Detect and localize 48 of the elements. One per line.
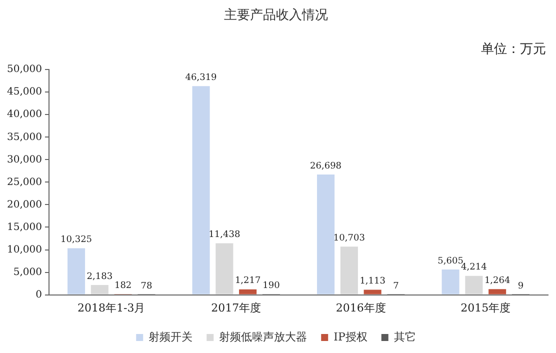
x-tick-label: 2015年度 — [460, 301, 511, 314]
y-tick-label: 15,000 — [6, 222, 42, 233]
legend-label: IP授权 — [334, 330, 368, 344]
data-label: 78 — [140, 281, 152, 292]
text: 单位：万元 — [481, 41, 546, 58]
data-label: 10,703 — [333, 233, 366, 244]
bar — [364, 290, 382, 294]
data-label: 7 — [393, 282, 400, 292]
legend-label: 射频低噪声放大器 — [219, 330, 308, 344]
data-label: 5,605 — [438, 256, 464, 266]
data-label: 1,113 — [360, 276, 386, 287]
y-tick-label: 40,000 — [6, 109, 42, 120]
y-tick-label: 5,000 — [13, 266, 42, 278]
bar — [488, 289, 506, 294]
data-label: 11,438 — [208, 230, 240, 240]
y-tick-label: 35,000 — [6, 132, 42, 143]
y-tick-label: 25,000 — [6, 176, 42, 188]
y-tick-label: 45,000 — [6, 86, 42, 98]
bar — [465, 276, 483, 294]
data-label: 46,319 — [185, 73, 218, 84]
data-label: 190 — [262, 280, 280, 291]
chart-title: 主要产品收入情况 — [224, 7, 328, 24]
data-label: 4,214 — [461, 262, 488, 273]
data-label: 1,264 — [484, 276, 510, 286]
data-label: 10,325 — [60, 235, 92, 246]
x-tick-label: 2016年度 — [336, 301, 386, 314]
legend-label: 其它 — [394, 330, 416, 344]
bar — [317, 174, 335, 294]
data-label: 182 — [114, 280, 132, 291]
data-label: 26,698 — [310, 161, 342, 172]
data-label: 1,217 — [234, 276, 261, 286]
y-tick-label: 10,000 — [6, 244, 42, 256]
data-label: 2,183 — [86, 272, 113, 282]
y-tick-label: 0 — [36, 289, 42, 300]
y-tick-label: 50,000 — [6, 64, 42, 76]
x-tick-label: 2017年度 — [211, 301, 262, 314]
x-tick-label: 2018年1-3月 — [78, 301, 146, 314]
bar — [239, 289, 257, 294]
bar — [216, 243, 234, 294]
y-tick-label: 20,000 — [6, 199, 42, 210]
bar — [340, 246, 358, 294]
legend-label: 射频开关 — [148, 330, 193, 344]
y-tick-label: 30,000 — [6, 154, 42, 166]
bar — [68, 248, 86, 294]
data-label: 9 — [518, 282, 524, 292]
bar — [442, 270, 460, 294]
bar — [192, 86, 210, 294]
bar — [90, 284, 108, 294]
